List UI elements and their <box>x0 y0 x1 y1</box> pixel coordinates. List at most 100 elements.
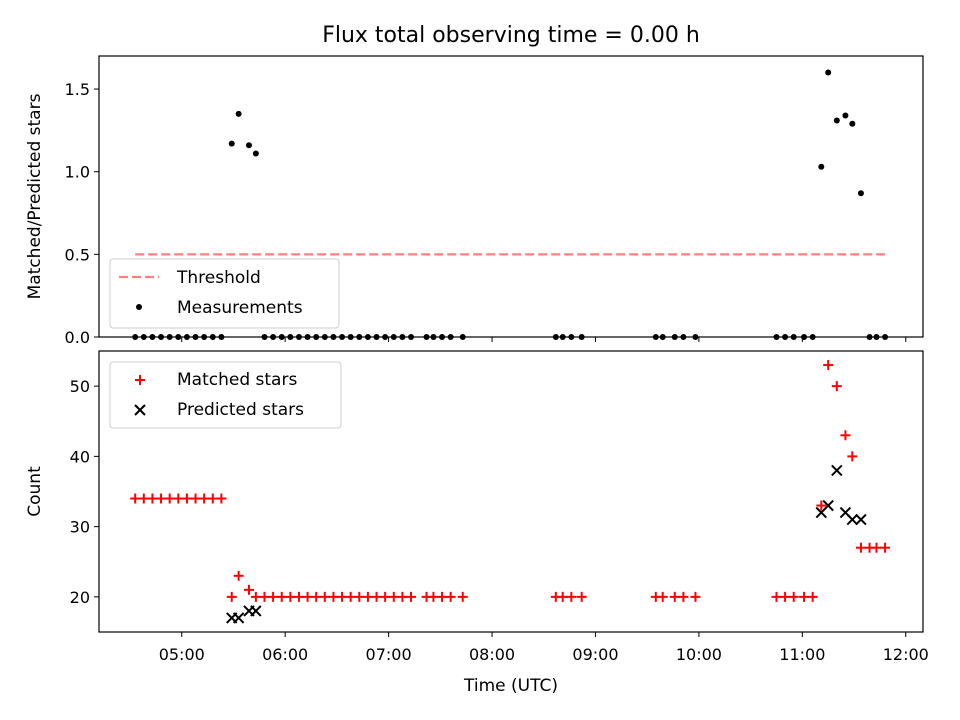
matched-star-point <box>388 591 399 602</box>
measurement-point <box>261 334 268 340</box>
predicted-star-point <box>831 464 843 477</box>
predicted-star-point <box>855 513 867 526</box>
matched-star-point <box>311 591 322 602</box>
measurement-point <box>228 140 235 147</box>
x-stroke-b <box>232 612 245 624</box>
measurement-point <box>339 334 346 340</box>
measurement-point <box>140 334 147 340</box>
matched-star-point <box>226 591 237 602</box>
matched-star-point <box>345 591 356 602</box>
x-stroke-b <box>822 499 834 512</box>
y-tick-label: 40 <box>70 447 90 466</box>
x-tick-label: 12:00 <box>883 645 929 664</box>
matched-star-point <box>328 591 339 602</box>
measurement-point <box>158 334 165 340</box>
measurement-point <box>356 334 363 340</box>
x-tick-label: 09:00 <box>572 645 618 664</box>
measurement-point <box>235 110 242 117</box>
matched-star-point <box>285 591 296 602</box>
matched-star-point <box>871 542 882 553</box>
x-tick-label: 08:00 <box>469 645 515 664</box>
measurement-point <box>245 142 252 149</box>
x-stroke-b <box>250 605 262 617</box>
legend-threshold-label: Threshold <box>176 268 261 288</box>
measurement-point <box>866 334 873 340</box>
matched-star-point <box>437 591 448 602</box>
matched-star-point <box>216 493 227 504</box>
measurement-point <box>692 334 699 340</box>
measurement-point <box>390 334 397 340</box>
measurement-point <box>399 334 406 340</box>
y-tick-label: 0.5 <box>65 245 90 264</box>
matched-star-point <box>243 584 254 595</box>
legend-measurements-label: Measurements <box>177 298 303 318</box>
matched-star-point <box>259 591 270 602</box>
matched-star-point <box>771 591 782 602</box>
matched-star-point <box>135 375 145 385</box>
matched-star-point <box>576 591 587 602</box>
measurement-point <box>270 334 277 340</box>
y-tick-label: 30 <box>70 518 90 537</box>
measurement-point <box>568 334 575 340</box>
measurement-point <box>833 117 840 124</box>
measurement-point <box>321 334 328 340</box>
measurement-point <box>287 334 294 340</box>
legend-matched-label: Matched stars <box>177 370 297 390</box>
measurement-point <box>382 334 389 340</box>
matched-star-point <box>164 493 175 504</box>
measurement-point <box>825 69 832 76</box>
matched-star-point <box>816 500 827 511</box>
top-panel: 0.0 0.5 1.0 1.5 Matched/Predicted stars Thres… <box>25 55 924 347</box>
matched-star-point <box>780 591 791 602</box>
measurement-point <box>790 334 797 340</box>
legend-predicted-label: Predicted stars <box>177 400 304 420</box>
measurement-point <box>313 334 320 340</box>
matched-star-point <box>130 493 141 504</box>
x-stroke-b <box>839 506 852 519</box>
matched-star-point <box>268 591 279 602</box>
matched-star-point <box>190 493 201 504</box>
measurement-point <box>873 334 880 340</box>
measurement-point <box>459 334 466 340</box>
matched-star-point <box>831 381 842 392</box>
measurement-point <box>849 120 856 127</box>
matched-star-point <box>319 591 330 602</box>
measurement-point <box>842 112 849 119</box>
measurement-point <box>209 334 216 340</box>
measurement-point <box>373 334 380 340</box>
predicted-star-point <box>250 605 262 617</box>
measurement-point <box>408 334 415 340</box>
top-legend: Threshold Measurements <box>109 258 340 329</box>
x-stroke-b <box>134 404 146 416</box>
x-tick-label: 07:00 <box>366 645 412 664</box>
y-axis-label: Matched/Predicted stars <box>25 93 45 299</box>
matched-star-point <box>799 591 810 602</box>
bottom-legend: Matched stars Predicted stars <box>109 361 342 429</box>
matched-star-point <box>880 542 891 553</box>
y-axis-label: Count <box>25 466 45 517</box>
predicted-star-point <box>232 612 245 624</box>
matched-star-point <box>371 591 382 602</box>
y-tick-label: 20 <box>70 588 90 607</box>
measurement-point <box>423 334 430 340</box>
matched-star-point <box>657 591 668 602</box>
legend-box <box>109 361 342 429</box>
x-tick-label: 06:00 <box>262 645 308 664</box>
measurement-point <box>330 334 337 340</box>
predicted-star-point <box>846 513 859 526</box>
measurement-point <box>183 334 190 340</box>
matched-star-point <box>362 591 373 602</box>
matched-star-point <box>566 591 577 602</box>
matched-star-point <box>397 591 408 602</box>
matched-star-point <box>138 493 149 504</box>
matched-star-point <box>855 542 866 553</box>
legend-predicted-swatch <box>134 404 146 416</box>
matched-star-point <box>156 493 167 504</box>
matched-star-point <box>199 493 210 504</box>
x-tick-label: 11:00 <box>779 645 825 664</box>
measurement-point <box>295 334 302 340</box>
matched-star-point <box>250 591 261 602</box>
y-tick-label: 50 <box>70 377 90 396</box>
x-tick-label: 10:00 <box>676 645 722 664</box>
